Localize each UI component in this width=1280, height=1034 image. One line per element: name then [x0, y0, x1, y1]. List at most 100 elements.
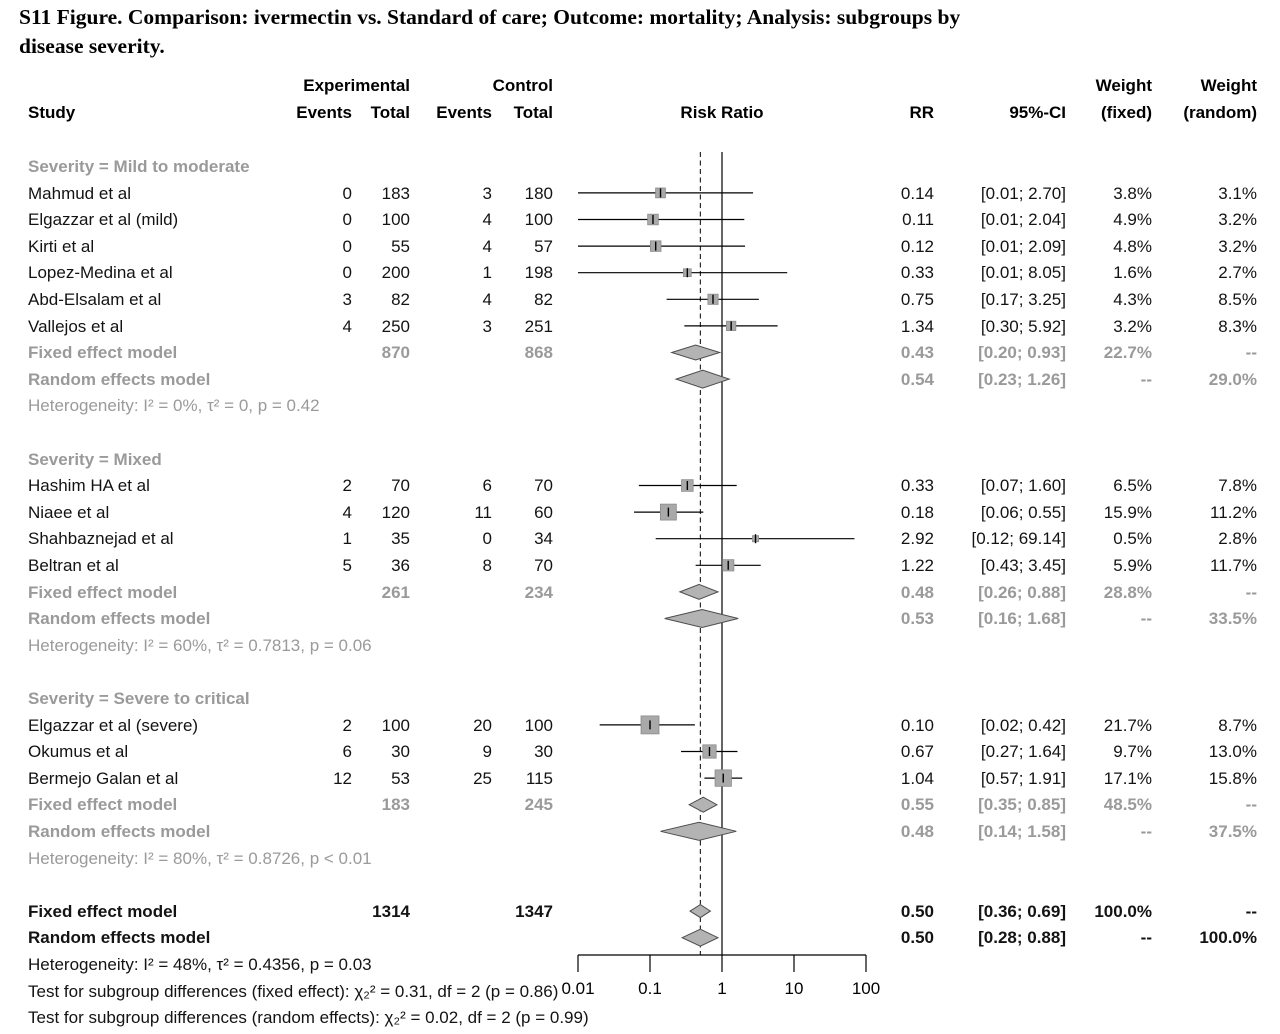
rr-value: 0.10: [900, 715, 934, 735]
col-header-weight-fixed: Weight: [1095, 76, 1152, 95]
study-name: Mahmud et al: [28, 183, 131, 203]
exp-total: 82: [391, 290, 410, 309]
weight-random-value: 11.7%: [1210, 556, 1257, 575]
weight-fixed-value: 22.7%: [1103, 343, 1152, 363]
col-header-control: Control: [492, 76, 553, 95]
pooled-model-label: Fixed effect model: [28, 582, 178, 602]
pooled-diamond: [660, 821, 737, 841]
pooled-diamond: [664, 608, 739, 629]
subgroup-label: Severity = Severe to critical: [28, 689, 250, 708]
weight-fixed-value: 5.9%: [1113, 556, 1152, 575]
table-row-study: Lopez-Medina et al 0 200 1 198 0.33 [0.01; 8.0…: [0, 259, 1280, 286]
table-row-study: Abd-Elsalam et al 3 82 4 82 0.75 [0.17; 3.25] 4…: [0, 286, 1280, 313]
weight-random-value: 8.5%: [1218, 290, 1257, 309]
x-axis-tick-label: 10: [785, 979, 804, 998]
ci-value: [0.28; 0.88]: [978, 928, 1066, 948]
study-name: Shahbaznejad et al: [28, 529, 174, 549]
rr-value: 0.75: [900, 290, 934, 309]
table-row-het: Heterogeneity: I² = 0%, τ² = 0, p = 0.42: [0, 392, 1280, 419]
x-axis-tick-label: 1: [717, 979, 726, 998]
pooled-model-label: Fixed effect model: [28, 343, 178, 363]
exp-total: 100: [381, 210, 410, 230]
weight-fixed-value: 21.7%: [1103, 715, 1152, 735]
pooled-model-label: Random effects model: [28, 369, 211, 389]
weight-fixed-value: 3.2%: [1113, 316, 1152, 336]
rr-value: 0.33: [900, 263, 934, 283]
table-row-sub: Severity = Mixed: [0, 446, 1280, 473]
study-name: Bermejo Galan et al: [28, 768, 179, 788]
rr-value: 0.43: [900, 343, 934, 363]
table-row-study: Mahmud et al 0 183 3 180 0.14 [0.01; 2.70] 3.8%…: [0, 180, 1280, 207]
study-name: Elgazzar et al (severe): [28, 715, 199, 735]
exp-total: 870: [381, 343, 410, 363]
exp-events: 3: [342, 290, 352, 309]
weight-random-value: 3.2%: [1218, 236, 1257, 256]
heterogeneity-note: Heterogeneity: I² = 60%, τ² = 0.7813, p …: [28, 635, 372, 655]
weight-random-value: --: [1245, 582, 1257, 602]
rr-value: 0.11: [902, 210, 934, 230]
rr-value: 0.53: [900, 609, 934, 629]
weight-random-value: --: [1245, 343, 1257, 363]
study-name: Lopez-Medina et al: [28, 263, 173, 283]
analysis-note: Test for subgroup differences (fixed eff…: [28, 981, 559, 1001]
ci-value: [0.01; 2.04]: [980, 210, 1066, 230]
ctrl-events: 4: [482, 290, 492, 309]
x-axis-tick-label: 0.01: [561, 979, 594, 998]
ctrl-events: 8: [482, 556, 492, 575]
pooled-diamond: [681, 928, 720, 947]
ctrl-events: 3: [482, 316, 492, 336]
rr-value: 0.50: [900, 901, 934, 921]
exp-total: 250: [381, 316, 410, 336]
rr-value: 0.48: [900, 582, 934, 602]
study-name: Elgazzar et al (mild): [28, 210, 179, 230]
rr-value: 0.14: [900, 183, 934, 203]
ctrl-events: 20: [473, 715, 492, 735]
rr-value: 0.67: [900, 742, 934, 762]
ctrl-events: 6: [482, 476, 492, 496]
table-row-study: Vallejos et al 4 250 3 251 1.34 [0.30; 5.92] 3.…: [0, 313, 1280, 340]
weight-fixed-value: --: [1140, 609, 1152, 629]
rr-value: 0.55: [900, 795, 934, 815]
ci-value: [0.26; 0.88]: [978, 582, 1066, 602]
ctrl-total: 115: [525, 768, 553, 788]
weight-random-value: --: [1245, 901, 1257, 921]
weight-fixed-value: --: [1140, 928, 1152, 948]
subgroup-label: Severity = Mixed: [28, 449, 162, 469]
table-row-random: Random effects model 0.48 [0.14; 1.58] -- 37…: [0, 818, 1280, 845]
ctrl-total: 57: [534, 236, 553, 256]
weight-fixed-value: --: [1140, 822, 1152, 841]
rr-value: 1.22: [900, 556, 934, 575]
exp-events: 0: [342, 210, 352, 230]
table-row-ofixed: Fixed effect model 1314 1347 0.50 [0.36; 0.6…: [0, 898, 1280, 925]
weight-fixed-value: 4.3%: [1113, 290, 1152, 309]
ctrl-total: 251: [524, 316, 553, 336]
exp-total: 36: [391, 556, 410, 575]
ctrl-events: 0: [482, 529, 492, 549]
weight-random-value: 8.3%: [1218, 316, 1257, 336]
col-header-exp-total: Total: [370, 103, 410, 122]
weight-random-value: 8.7%: [1218, 715, 1257, 735]
table-row-study: Kirti et al 0 55 4 57 0.12 [0.01; 2.09] 4.8% 3.2…: [0, 233, 1280, 260]
table-row-study: Okumus et al 6 30 9 30 0.67 [0.27; 1.64] 9.7% 13…: [0, 738, 1280, 765]
col-header-exp-events: Events: [296, 103, 352, 122]
study-name: Okumus et al: [28, 742, 129, 762]
weight-fixed-value: 4.9%: [1113, 210, 1152, 230]
weight-fixed-value: 0.5%: [1113, 529, 1152, 549]
exp-events: 2: [342, 715, 352, 735]
analysis-note: Heterogeneity: I² = 48%, τ² = 0.4356, p …: [28, 955, 372, 974]
ci-value: [0.12; 69.14]: [971, 529, 1066, 549]
col-header-study: Study: [28, 103, 76, 122]
exp-total: 120: [381, 502, 410, 522]
ctrl-events: 4: [482, 210, 492, 230]
weight-random-value: 2.8%: [1218, 529, 1257, 549]
study-name: Beltran et al: [28, 556, 119, 575]
exp-events: 5: [342, 556, 352, 575]
figure-title-line2: disease severity.: [19, 33, 165, 58]
weight-fixed-value: 9.7%: [1113, 742, 1152, 762]
table-row-study: Hashim HA et al 2 70 6 70 0.33 [0.07; 1.60] 6.5…: [0, 472, 1280, 499]
ci-value: [0.01; 8.05]: [980, 263, 1066, 283]
study-name: Vallejos et al: [28, 316, 124, 336]
table-row-random: Random effects model 0.54 [0.23; 1.26] -- 29…: [0, 366, 1280, 393]
ci-value: [0.01; 2.09]: [980, 236, 1066, 256]
